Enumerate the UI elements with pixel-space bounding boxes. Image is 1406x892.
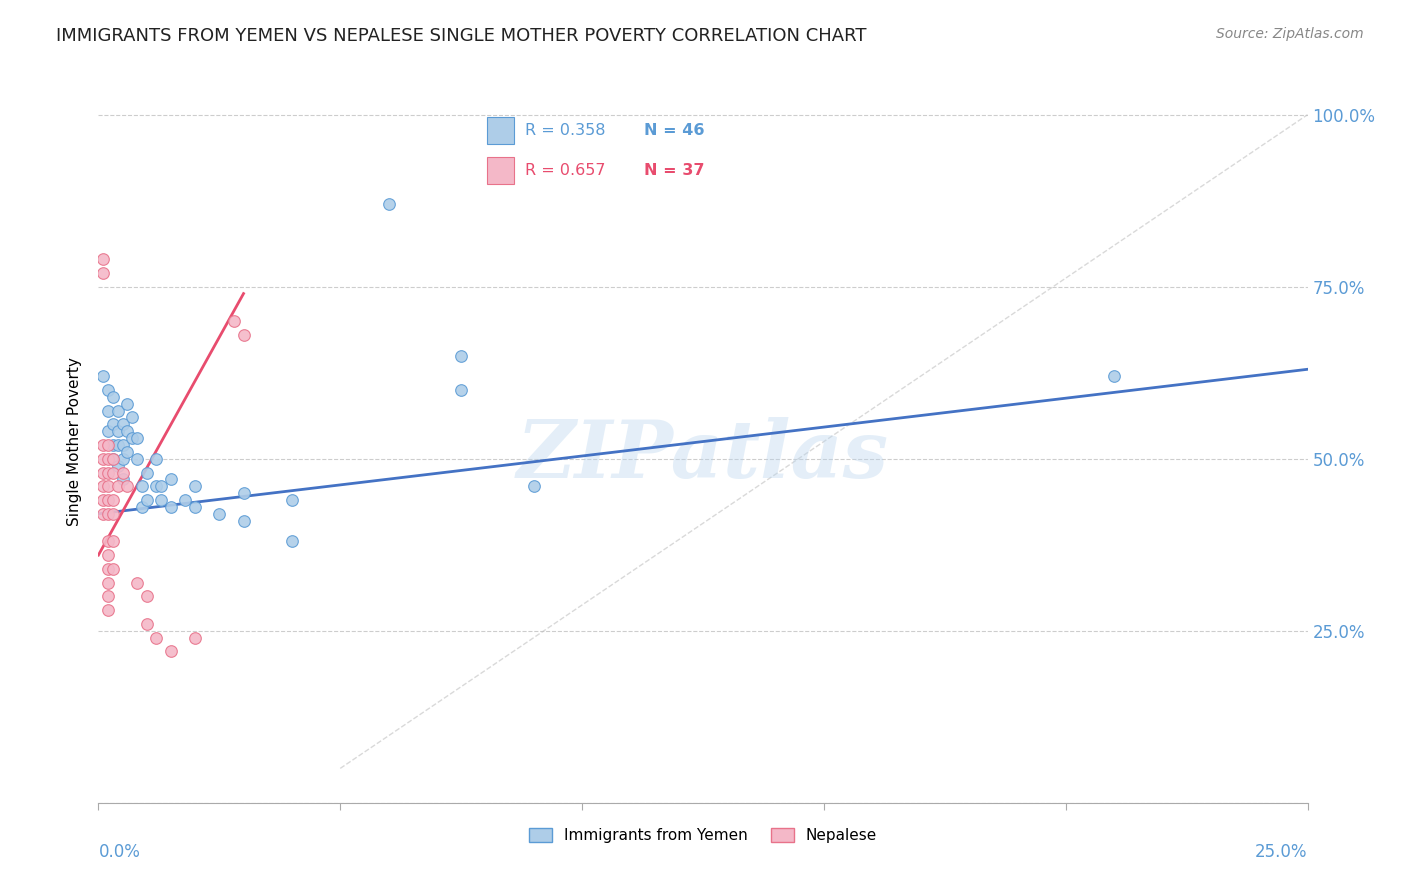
- Point: [97, 493, 120, 508]
- Point: [523, 479, 546, 493]
- Legend: Immigrants from Yemen, Nepalese: Immigrants from Yemen, Nepalese: [523, 822, 883, 849]
- Point: [222, 314, 245, 328]
- Text: 0.0%: 0.0%: [98, 843, 141, 861]
- Point: [145, 479, 167, 493]
- Point: [281, 534, 304, 549]
- Point: [101, 417, 124, 432]
- Point: [150, 479, 173, 493]
- Point: [232, 327, 254, 342]
- Point: [150, 493, 173, 508]
- Point: [101, 466, 124, 480]
- Point: [127, 575, 149, 590]
- Point: [91, 369, 114, 384]
- Point: [131, 500, 153, 514]
- Point: [97, 590, 120, 604]
- Text: Source: ZipAtlas.com: Source: ZipAtlas.com: [1216, 27, 1364, 41]
- Point: [91, 266, 114, 280]
- Point: [450, 383, 472, 397]
- Point: [101, 438, 124, 452]
- Point: [135, 466, 157, 480]
- Point: [450, 349, 472, 363]
- Point: [127, 451, 149, 466]
- Point: [117, 479, 139, 493]
- Text: 25.0%: 25.0%: [1256, 843, 1308, 861]
- Point: [1102, 369, 1125, 384]
- Point: [97, 424, 120, 438]
- Point: [97, 383, 120, 397]
- Point: [281, 493, 304, 508]
- Point: [91, 493, 114, 508]
- Point: [91, 451, 114, 466]
- Point: [184, 631, 207, 645]
- Point: [145, 631, 167, 645]
- Point: [91, 507, 114, 521]
- Point: [91, 479, 114, 493]
- Point: [174, 493, 197, 508]
- Point: [160, 472, 183, 486]
- Y-axis label: Single Mother Poverty: Single Mother Poverty: [67, 357, 83, 526]
- Point: [107, 479, 129, 493]
- Text: IMMIGRANTS FROM YEMEN VS NEPALESE SINGLE MOTHER POVERTY CORRELATION CHART: IMMIGRANTS FROM YEMEN VS NEPALESE SINGLE…: [56, 27, 866, 45]
- Point: [111, 472, 134, 486]
- Point: [111, 417, 134, 432]
- Point: [117, 397, 139, 411]
- Point: [208, 507, 231, 521]
- Point: [91, 438, 114, 452]
- Point: [111, 438, 134, 452]
- Point: [232, 514, 254, 528]
- Point: [97, 548, 120, 562]
- Point: [101, 493, 124, 508]
- Point: [101, 534, 124, 549]
- Point: [111, 451, 134, 466]
- Point: [377, 197, 399, 211]
- Point: [97, 562, 120, 576]
- Point: [107, 438, 129, 452]
- Point: [184, 479, 207, 493]
- Point: [101, 390, 124, 404]
- Text: ZIPatlas: ZIPatlas: [517, 417, 889, 495]
- Point: [101, 562, 124, 576]
- Point: [117, 424, 139, 438]
- Point: [101, 451, 124, 466]
- Point: [135, 616, 157, 631]
- Point: [160, 500, 183, 514]
- Point: [107, 458, 129, 473]
- Point: [101, 507, 124, 521]
- Point: [97, 403, 120, 417]
- Point: [91, 252, 114, 267]
- Point: [135, 590, 157, 604]
- Point: [97, 438, 120, 452]
- Point: [107, 403, 129, 417]
- Point: [107, 424, 129, 438]
- Point: [121, 431, 143, 445]
- Point: [145, 451, 167, 466]
- Point: [91, 466, 114, 480]
- Point: [97, 575, 120, 590]
- Point: [117, 445, 139, 459]
- Point: [111, 466, 134, 480]
- Point: [97, 534, 120, 549]
- Point: [135, 493, 157, 508]
- Point: [97, 603, 120, 617]
- Point: [121, 410, 143, 425]
- Point: [131, 479, 153, 493]
- Point: [127, 431, 149, 445]
- Point: [97, 466, 120, 480]
- Point: [97, 507, 120, 521]
- Point: [184, 500, 207, 514]
- Point: [232, 486, 254, 500]
- Point: [101, 451, 124, 466]
- Point: [97, 451, 120, 466]
- Point: [160, 644, 183, 658]
- Point: [97, 479, 120, 493]
